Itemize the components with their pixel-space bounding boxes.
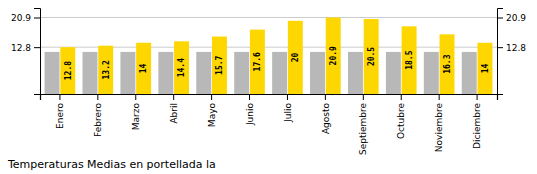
- y-axis: 12.8 20.9: [11, 9, 41, 95]
- data-labels: 12.8 13.2 14 14.4 15.7 17.6 20 20.9 20.5 18.5 16.3…: [64, 46, 490, 80]
- data-label: 17.6: [253, 52, 262, 71]
- bar: [234, 52, 249, 94]
- x-axis-line: [41, 95, 498, 101]
- data-label: 20.5: [367, 47, 376, 66]
- y-tick-mark: [34, 47, 40, 48]
- y-tick: 12.8: [11, 43, 40, 53]
- x-tick: Junio: [245, 94, 255, 126]
- bar: [196, 52, 211, 94]
- x-tick-mark: [211, 94, 212, 100]
- bar: [402, 26, 417, 94]
- x-tick: Noviembre: [434, 94, 444, 152]
- x-tick: Septiembre: [358, 94, 368, 155]
- x-tick: Diciembre: [472, 94, 482, 149]
- x-tick-mark: [401, 94, 402, 100]
- y2-tick: 20.9: [497, 13, 526, 23]
- bar: [174, 41, 189, 94]
- x-tick-label: Septiembre: [358, 103, 368, 156]
- x-tick-label: Abril: [169, 103, 179, 124]
- x-tick-label: Agosto: [321, 103, 331, 135]
- bar-series: [60, 18, 492, 94]
- x-tick: Marzo: [131, 94, 141, 130]
- x-tick-mark: [135, 94, 136, 100]
- bars: [45, 18, 493, 94]
- x-tick: Abril: [169, 94, 179, 124]
- x-tick: Enero: [55, 94, 65, 129]
- x-tick: Febrero: [93, 94, 103, 137]
- bar: [60, 47, 75, 94]
- x-tick: Agosto: [321, 94, 331, 134]
- x-tick-label: Julio: [283, 103, 293, 123]
- x-tick-label: Octubre: [396, 103, 406, 139]
- y-tick-mark: [34, 18, 40, 19]
- bar: [120, 52, 135, 94]
- data-label: 13.2: [101, 60, 110, 79]
- x-tick-label: Noviembre: [434, 103, 444, 153]
- x-tick-mark: [59, 94, 60, 100]
- bar: [326, 18, 341, 94]
- x-tick-label: Febrero: [93, 103, 103, 137]
- y2-tick-mark: [497, 18, 503, 19]
- x-tick: Julio: [283, 94, 293, 123]
- data-label: 16.3: [443, 54, 452, 73]
- y-tick-label: 20.9: [11, 13, 31, 23]
- data-label: 12.8: [64, 61, 73, 80]
- bar: [462, 52, 477, 94]
- bar: [45, 52, 60, 94]
- data-label: 14.4: [177, 58, 186, 77]
- y2-tick-label: 12.8: [506, 43, 526, 53]
- x-tick-mark: [287, 94, 288, 100]
- bar: [364, 19, 379, 94]
- x-tick-label: Enero: [55, 103, 65, 129]
- x-tick-label: Marzo: [131, 103, 141, 131]
- bar: [477, 43, 492, 94]
- data-label: 18.5: [405, 50, 414, 69]
- bar: [440, 34, 455, 94]
- data-label: 14: [139, 63, 148, 73]
- x-tick-mark: [363, 94, 364, 100]
- bar: [272, 52, 287, 94]
- x-tick-label: Mayo: [207, 103, 217, 128]
- y-tick: 20.9: [11, 13, 40, 23]
- bar: [98, 46, 113, 94]
- title: Temperaturas Medias en portellada la: [7, 158, 216, 171]
- bar: [288, 21, 303, 94]
- bar: [158, 52, 173, 94]
- x-tick-mark: [439, 94, 440, 100]
- x-tick-mark: [477, 94, 478, 100]
- bar: [386, 52, 401, 94]
- y2-axis-line: [498, 9, 504, 95]
- bar: [424, 52, 439, 94]
- bar: [83, 52, 98, 94]
- bar: [136, 43, 151, 94]
- bar: [212, 37, 227, 94]
- grid-line: [40, 17, 497, 18]
- x-axis: Enero Febrero Marzo Abril Mayo Junio Julio Agos…: [41, 94, 498, 155]
- chart-svg: Enero Febrero Marzo Abril Mayo Junio Julio Agos…: [0, 0, 537, 174]
- data-label: 20: [291, 52, 300, 62]
- chart-container: Enero Febrero Marzo Abril Mayo Junio Julio Agos…: [0, 0, 537, 174]
- y-axis-line: [34, 9, 41, 95]
- data-label: 20.9: [329, 46, 338, 65]
- x-tick-mark: [325, 94, 326, 100]
- bar: [348, 52, 363, 94]
- x-tick-mark: [249, 94, 250, 100]
- data-label: 15.7: [215, 55, 224, 74]
- plot-area: Enero Febrero Marzo Abril Mayo Junio Julio Agos…: [11, 9, 526, 156]
- x-tick-mark: [97, 94, 98, 100]
- y-tick-label: 12.8: [11, 43, 31, 53]
- y2-tick-mark: [497, 47, 503, 48]
- x-tick: Mayo: [207, 94, 217, 127]
- data-label: 14: [481, 63, 490, 73]
- x-tick: Octubre: [396, 94, 406, 139]
- y2-tick: 12.8: [497, 43, 526, 53]
- bar: [250, 30, 265, 94]
- x-tick-label: Junio: [245, 103, 255, 127]
- x-tick-label: Diciembre: [472, 103, 482, 149]
- y2-tick-label: 20.9: [506, 13, 526, 23]
- grid: [40, 18, 497, 48]
- y2-axis: 12.8 20.9: [497, 9, 526, 95]
- bar: [310, 52, 325, 94]
- x-tick-mark: [173, 94, 174, 100]
